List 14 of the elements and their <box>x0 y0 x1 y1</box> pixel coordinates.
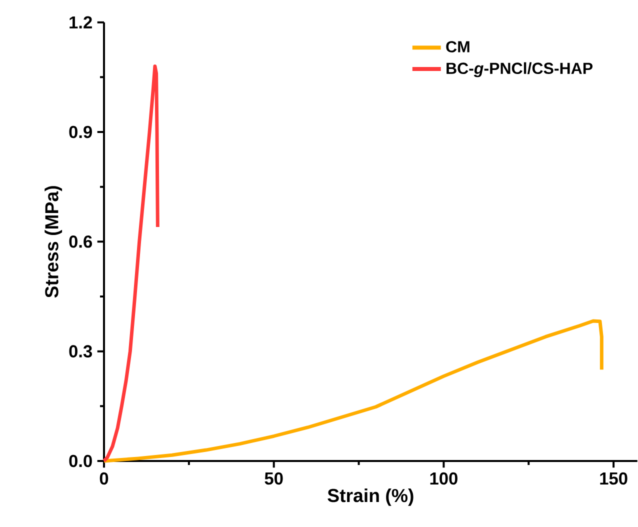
legend-label: BC-g-PNCl/CS-HAP <box>446 62 593 78</box>
y-tick-label: 0.0 <box>69 454 92 468</box>
y-tick-label: 0.9 <box>69 126 92 138</box>
y-axis-title: Stress (MPa) <box>44 186 62 298</box>
y-tick-label: 0.3 <box>69 345 92 358</box>
x-tick-label: 150 <box>600 472 628 485</box>
y-tick-label: 1.2 <box>70 16 92 28</box>
line-series <box>102 64 160 463</box>
y-tick-label: 0.6 <box>69 236 92 248</box>
x-axis-title: Strain (%) <box>328 488 414 506</box>
legend-label: CM <box>446 41 470 52</box>
x-tick-label: 100 <box>430 472 458 485</box>
x-tick-label: 50 <box>264 472 283 485</box>
x-tick-label: 0 <box>100 472 108 485</box>
